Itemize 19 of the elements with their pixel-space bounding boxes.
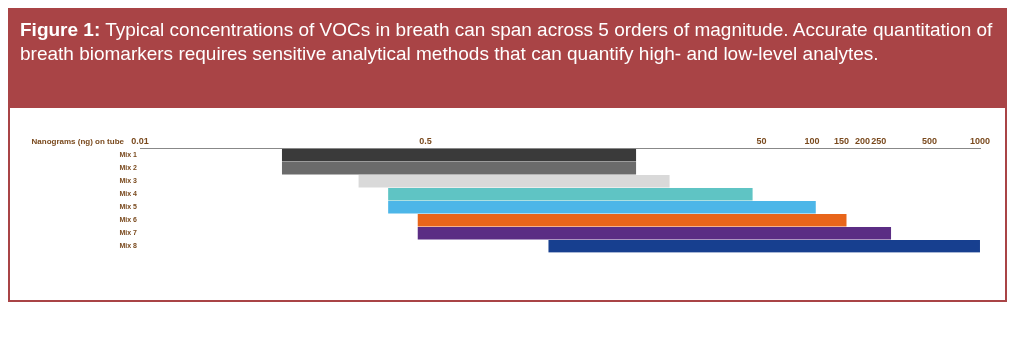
x-tick-label: 250 xyxy=(871,135,887,146)
x-tick-label: 0.01 xyxy=(131,135,149,146)
x-axis-title: Nanograms (ng) on tube xyxy=(31,136,125,146)
x-tick-label: 0.5 xyxy=(419,135,432,146)
x-tick-label: 100 xyxy=(804,135,820,146)
bar xyxy=(388,188,753,201)
bar xyxy=(281,149,637,162)
bar xyxy=(417,214,847,227)
bar xyxy=(281,162,637,175)
bar xyxy=(388,201,816,214)
x-tick-label: 50 xyxy=(756,135,767,146)
x-tick-label: 1000 xyxy=(969,135,991,146)
bar xyxy=(548,240,980,253)
bar xyxy=(417,227,892,240)
bar xyxy=(358,175,670,188)
x-tick-label: 500 xyxy=(921,135,937,146)
x-tick-label: 200 xyxy=(855,135,871,146)
x-tick-label: 150 xyxy=(834,135,850,146)
chart-title: Figure 1: Typical concentrations of VOCs in breath can span across 5 orders of magnitude. Accurate quantitation of breath biomarkers requires sensitive analytical methods that can quantify high- and low-level analytes. xyxy=(10,10,1005,108)
